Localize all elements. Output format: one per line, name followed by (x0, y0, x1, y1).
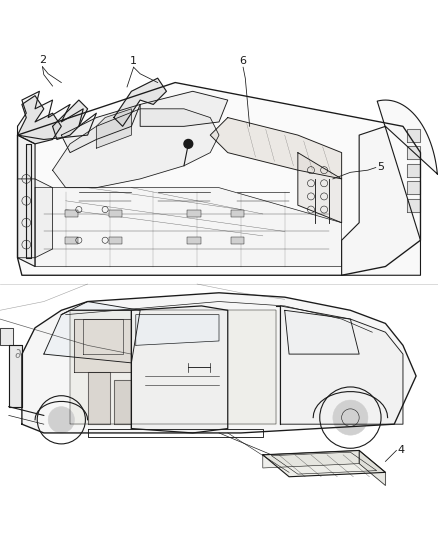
Bar (65, 237, 78, 244)
Polygon shape (18, 91, 96, 140)
Polygon shape (61, 104, 140, 152)
Polygon shape (263, 450, 385, 477)
Text: 6: 6 (240, 56, 247, 66)
Polygon shape (263, 450, 359, 468)
Circle shape (48, 407, 74, 433)
Polygon shape (22, 293, 416, 433)
Bar (109, 237, 122, 244)
Polygon shape (44, 302, 140, 363)
Polygon shape (407, 181, 420, 194)
Polygon shape (342, 100, 438, 275)
Circle shape (184, 140, 193, 148)
Polygon shape (407, 146, 420, 159)
Polygon shape (210, 118, 342, 179)
Text: ∂: ∂ (14, 348, 21, 361)
Polygon shape (407, 128, 420, 142)
Circle shape (333, 400, 368, 435)
Text: 1: 1 (130, 56, 137, 66)
Polygon shape (70, 310, 276, 424)
Polygon shape (88, 372, 110, 424)
Text: 2: 2 (39, 55, 46, 65)
Bar (231, 237, 244, 244)
Polygon shape (53, 109, 219, 188)
Polygon shape (0, 328, 13, 345)
Bar (187, 237, 201, 244)
Polygon shape (280, 306, 403, 424)
Polygon shape (140, 91, 228, 126)
Polygon shape (114, 78, 166, 126)
Polygon shape (407, 199, 420, 212)
Polygon shape (18, 83, 420, 275)
Polygon shape (285, 310, 359, 354)
Text: 5: 5 (378, 161, 385, 172)
Polygon shape (74, 319, 131, 372)
Bar (187, 211, 201, 217)
Polygon shape (359, 450, 385, 486)
Polygon shape (136, 314, 219, 345)
Polygon shape (96, 109, 131, 148)
Polygon shape (298, 152, 342, 223)
Polygon shape (114, 381, 131, 424)
Polygon shape (18, 179, 53, 258)
Bar (65, 211, 78, 217)
Text: 4: 4 (398, 445, 405, 455)
Polygon shape (9, 345, 22, 407)
Bar (109, 211, 122, 217)
Polygon shape (26, 144, 31, 258)
Polygon shape (35, 188, 342, 266)
Polygon shape (131, 306, 228, 433)
Polygon shape (407, 164, 420, 177)
Bar (231, 211, 244, 217)
Polygon shape (53, 100, 88, 140)
Polygon shape (18, 96, 61, 144)
Polygon shape (18, 135, 35, 266)
